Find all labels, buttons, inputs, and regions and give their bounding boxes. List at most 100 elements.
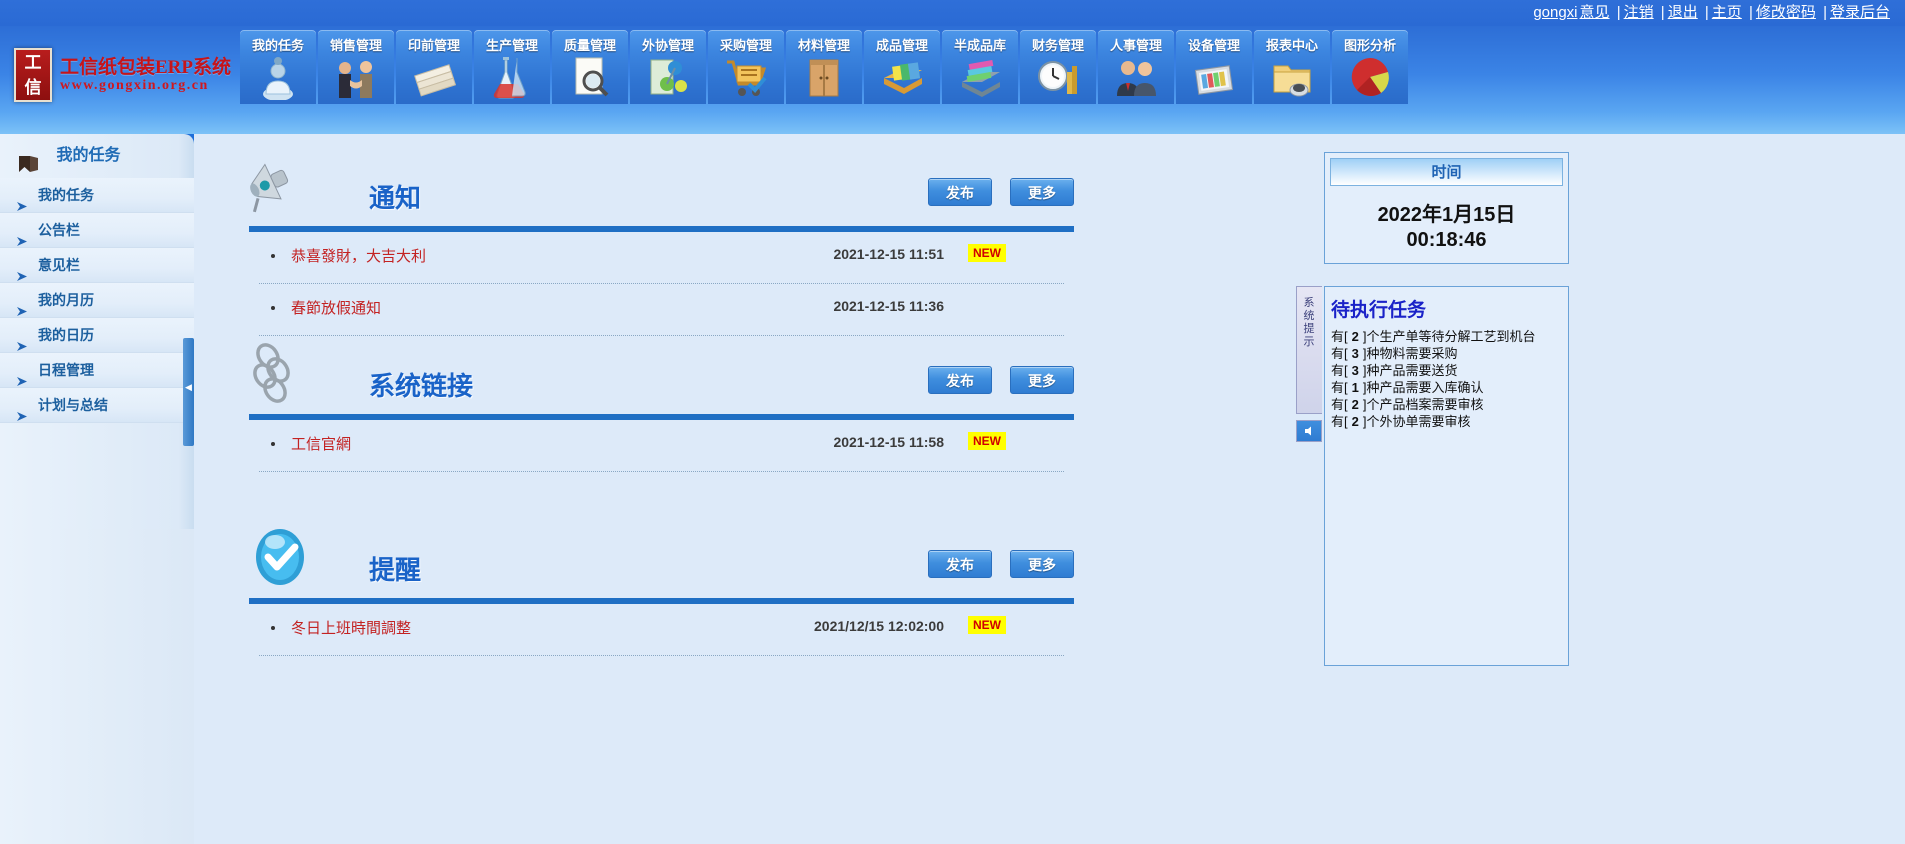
check-circle-icon (249, 526, 311, 588)
feedback-link[interactable]: 意见 (1579, 4, 1610, 21)
arrow-right-icon (16, 190, 30, 212)
nav-item-13[interactable]: 设备管理 (1176, 30, 1252, 104)
nav-item-14[interactable]: 报表中心 (1254, 30, 1330, 104)
list-item-title[interactable]: 春節放假通知 (291, 300, 382, 317)
user-account-link[interactable]: gongxi (1533, 4, 1578, 21)
sidebar-item-label: 我的任务 (38, 187, 94, 204)
list-item[interactable]: 恭喜發財，大吉大利 2021-12-15 11:51 NEW (259, 232, 1064, 284)
sidebar-item-label: 日程管理 (38, 362, 94, 379)
nav-item-10[interactable]: 半成品库 (942, 30, 1018, 104)
nav-item-label: 我的任务 (251, 38, 304, 53)
more-button[interactable]: 更多 (1010, 366, 1074, 394)
nav-item-11[interactable]: 财务管理 (1020, 30, 1096, 104)
nav-item-9[interactable]: 成品管理 (864, 30, 940, 104)
publish-button[interactable]: 发布 (928, 366, 992, 394)
nav-item-label: 采购管理 (719, 38, 772, 53)
pending-task-suffix: ]种产品需要入库确认 (1362, 380, 1484, 395)
sidebar-item-4[interactable]: 我的月历 (0, 283, 194, 318)
panel-header: 系统链接 发布 更多 (249, 342, 1074, 414)
list-item[interactable]: 工信官網 2021-12-15 11:58 NEW (259, 420, 1064, 472)
pending-task-count: 2 (1351, 414, 1359, 429)
sidebar-item-7[interactable]: 计划与总结 (0, 388, 194, 423)
nav-item-12[interactable]: 人事管理 (1098, 30, 1174, 104)
system-tips-tab-char: 示 (1303, 336, 1316, 348)
bullet-icon (271, 442, 275, 446)
logo-block[interactable]: 工 信 工信纸包装ERP系统 www.gongxin.org.cn (8, 44, 236, 106)
change-password-link[interactable]: 修改密码 (1755, 4, 1816, 21)
panel-divider (249, 598, 1074, 604)
nav-item-label: 设备管理 (1187, 38, 1240, 53)
list-item[interactable]: 春節放假通知 2021-12-15 11:36 (259, 284, 1064, 336)
system-tips-tab[interactable]: 系统提示 (1296, 286, 1322, 414)
sidebar-item-6[interactable]: 日程管理 (0, 353, 194, 388)
list-item-date: 2021-12-15 11:58 (833, 434, 944, 450)
nav-item-6[interactable]: 外协管理 (630, 30, 706, 104)
sidebar-item-2[interactable]: 公告栏 (0, 213, 194, 248)
panel-buttons: 发布 更多 (928, 178, 1074, 206)
time-widget: 时间 2022年1月15日 00:18:46 (1324, 152, 1569, 264)
pending-task-line: 有[3]种物料需要采购 (1331, 345, 1562, 362)
sidebar-item-1[interactable]: 我的任务 (0, 178, 194, 213)
pending-task-count: 3 (1351, 363, 1359, 378)
panel-buttons: 发布 更多 (928, 366, 1074, 394)
arrow-right-icon (16, 260, 30, 282)
sidebar-collapse-handle[interactable] (183, 338, 194, 446)
pending-task-line: 有[2]个外协单需要审核 (1331, 413, 1562, 430)
logout-account-link[interactable]: 注销 (1623, 4, 1654, 21)
pending-task-suffix: ]种产品需要送货 (1362, 363, 1458, 378)
sidebar-item-5[interactable]: 我的日历 (0, 318, 194, 353)
link-separator: | (1660, 4, 1665, 21)
more-button[interactable]: 更多 (1010, 178, 1074, 206)
nav-item-2[interactable]: 销售管理 (318, 30, 394, 104)
nav-item-5[interactable]: 质量管理 (552, 30, 628, 104)
list-item[interactable]: 冬日上班時間調整 2021/12/15 12:02:00 NEW (259, 604, 1064, 656)
nav-item-3[interactable]: 印前管理 (396, 30, 472, 104)
system-tips-toggle-button[interactable] (1296, 420, 1322, 442)
shopping-cart-icon (723, 54, 769, 100)
list-item-title[interactable]: 恭喜發財，大吉大利 (291, 248, 427, 265)
sidebar-item-label: 意见栏 (38, 257, 80, 274)
system-tips-tab-char: 提 (1303, 323, 1316, 335)
admin-login-link[interactable]: 登录后台 (1829, 4, 1890, 21)
list-item-title[interactable]: 冬日上班時間調整 (291, 620, 412, 637)
sidebar-item-3[interactable]: 意见栏 (0, 248, 194, 283)
main-content: 通知 发布 更多 恭喜發財，大吉大利 2021-12-15 11:51 NEW 春節放假通知… (194, 134, 1905, 844)
panel-notice: 通知 发布 更多 恭喜發財，大吉大利 2021-12-15 11:51 NEW 春節放假通知… (249, 154, 1074, 336)
nav-item-7[interactable]: 采购管理 (708, 30, 784, 104)
nav-item-15[interactable]: 图形分析 (1332, 30, 1408, 104)
company-logo-mark: 工 信 (14, 48, 52, 102)
link-separator: | (1748, 4, 1753, 21)
bookmark-icon (18, 147, 40, 172)
main-nav: 我的任务 销售管理 印前管理 生产管理 质量管理 外协管理 采购管理 材料管理 成品管理 半成品库… (240, 30, 1408, 104)
sidebar-item-label: 我的月历 (38, 292, 94, 309)
pending-task-line: 有[1]种产品需要入库确认 (1331, 379, 1562, 396)
list-item-title[interactable]: 工信官網 (291, 436, 352, 453)
pending-tasks-title: 待执行任务 (1331, 300, 1427, 321)
more-button[interactable]: 更多 (1010, 550, 1074, 578)
bullet-icon (271, 254, 275, 258)
nav-item-1[interactable]: 我的任务 (240, 30, 316, 104)
sidebar-header-label: 我的任务 (56, 147, 121, 164)
panel-header: 通知 发布 更多 (249, 154, 1074, 226)
nav-item-8[interactable]: 材料管理 (786, 30, 862, 104)
time-widget-date: 2022年1月15日 (1377, 204, 1516, 226)
pending-task-suffix: ]个外协单需要审核 (1362, 414, 1471, 429)
home-link[interactable]: 主页 (1711, 4, 1742, 21)
pending-task-line: 有[2]个生产单等待分解工艺到机台 (1331, 328, 1562, 345)
exit-link[interactable]: 退出 (1667, 4, 1698, 21)
publish-button[interactable]: 发布 (928, 178, 992, 206)
arrow-right-icon (16, 400, 30, 422)
panel-divider (249, 226, 1074, 232)
link-separator: | (1616, 4, 1621, 21)
nav-item-4[interactable]: 生产管理 (474, 30, 550, 104)
publish-button[interactable]: 发布 (928, 550, 992, 578)
panel-remind: 提醒 发布 更多 冬日上班時間調整 2021/12/15 12:02:00 NEW (249, 526, 1074, 656)
link-separator: | (1704, 4, 1709, 21)
new-badge: NEW (968, 616, 1006, 634)
right-column: 时间 2022年1月15日 00:18:46 系统提示 待执行任务 有[2]个生… (1296, 152, 1574, 666)
app-title: 工信纸包装ERP系统 (60, 57, 232, 78)
pending-task-prefix: 有[ (1331, 346, 1348, 361)
panel-title: 系统链接 (369, 371, 474, 401)
sidebar: 我的任务 我的任务公告栏意见栏我的月历我的日历日程管理计划与总结 (0, 134, 194, 844)
nav-item-label: 报表中心 (1265, 38, 1318, 53)
